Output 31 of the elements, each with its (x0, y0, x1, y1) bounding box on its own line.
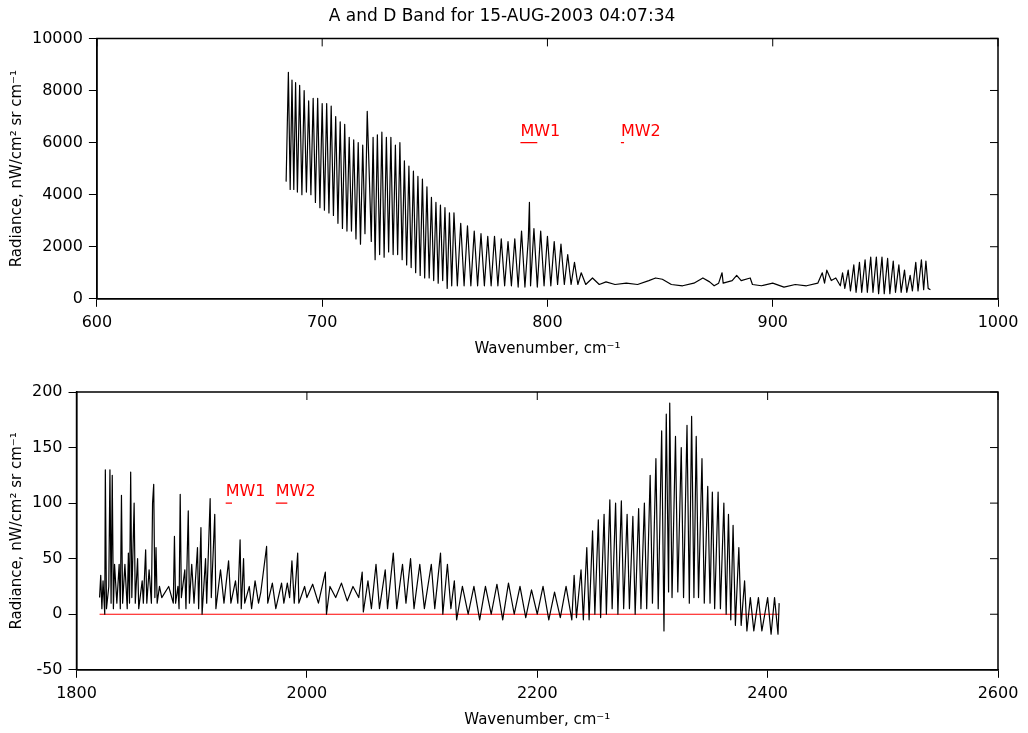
annotation: MW2 (275, 481, 316, 501)
annotation: MW2 (620, 120, 661, 140)
y-tick-label: 6000 (42, 131, 83, 151)
y-tick-label: 150 (31, 436, 63, 456)
y-tick-label: -50 (36, 658, 63, 678)
x-axis-title: Wavenumber, cm⁻¹ (474, 338, 621, 357)
y-tick-label: 200 (31, 381, 63, 401)
y-axis-title: Radiance, nW/cm² sr cm⁻¹ (6, 432, 25, 630)
y-tick-label: 0 (52, 603, 63, 623)
y-tick-label: 100 (31, 492, 63, 512)
x-tick-label: 2000 (286, 682, 328, 702)
x-tick-label: 1000 (977, 311, 1019, 331)
chart-title: A and D Band for 15-AUG-2003 04:07:34 (328, 4, 676, 25)
annotation: MW1 (520, 120, 561, 140)
y-tick-label: 8000 (42, 79, 83, 99)
x-tick-label: 800 (532, 311, 563, 331)
y-axis-title: Radiance, nW/cm² sr cm⁻¹ (6, 69, 25, 268)
x-tick-label: 2200 (516, 682, 558, 702)
x-tick-label: 900 (757, 311, 788, 331)
x-axis-title: Wavenumber, cm⁻¹ (464, 709, 611, 728)
y-tick-label: 0 (72, 287, 83, 307)
x-tick-label: 2600 (977, 682, 1019, 702)
y-tick-label: 2000 (42, 235, 83, 255)
x-tick-label: 700 (306, 311, 338, 331)
x-tick-label: 600 (81, 311, 113, 331)
x-tick-label: 2400 (747, 682, 788, 702)
y-tick-label: 10000 (31, 27, 83, 47)
x-tick-label: 1800 (56, 682, 97, 702)
y-tick-label: 4000 (42, 183, 83, 203)
annotation: MW1 (225, 481, 266, 501)
y-tick-label: 50 (42, 547, 63, 567)
